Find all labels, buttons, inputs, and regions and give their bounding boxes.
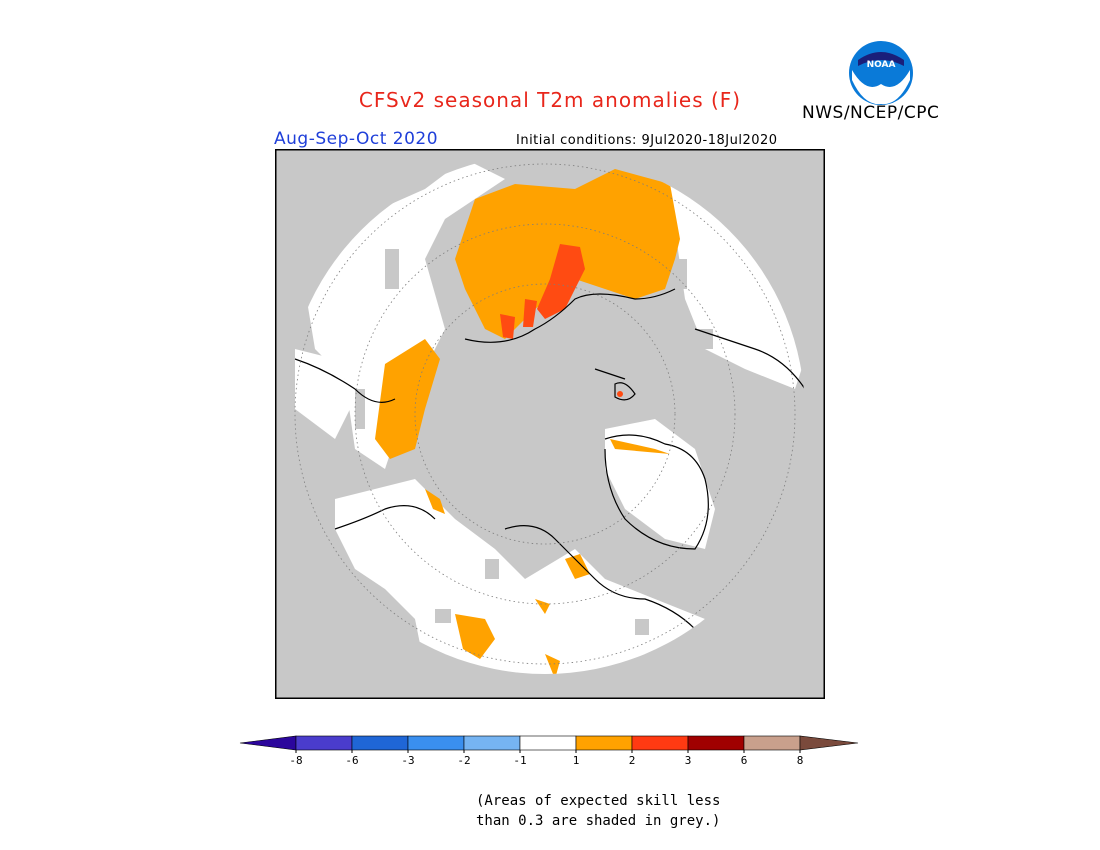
legend-tick-label: 8 — [797, 754, 804, 767]
logo-text: NOAA — [867, 60, 896, 70]
skill-note: (Areas of expected skill less than 0.3 a… — [476, 791, 720, 831]
legend-bin — [463, 735, 521, 751]
color-legend: -8 -6 -3 -2 -1 1 2 3 6 8 — [239, 735, 859, 767]
graticule — [294, 163, 796, 665]
legend-bin — [295, 735, 353, 751]
agency-label: NWS/NCEP/CPC — [802, 103, 940, 123]
skill-note-line-1: (Areas of expected skill less — [476, 793, 721, 809]
map-title: CFSv2 seasonal T2m anomalies (F) — [358, 88, 742, 112]
polar-projection-disc — [285, 154, 805, 674]
legend-bin — [687, 735, 745, 751]
forecast-period: Aug-Sep-Oct 2020 — [274, 129, 439, 149]
legend-bin — [743, 735, 801, 751]
legend-tick-label: -6 — [345, 754, 358, 767]
legend-tick-label: 3 — [685, 754, 692, 767]
forecast-map — [275, 149, 825, 699]
legend-tick-label: 2 — [629, 754, 636, 767]
legend-tick-label: -3 — [401, 754, 414, 767]
legend-bin — [575, 735, 633, 751]
initial-conditions: Initial conditions: 9Jul2020-18Jul2020 — [516, 133, 778, 148]
legend-tick-label: 1 — [573, 754, 580, 767]
legend-bin — [351, 735, 409, 751]
skill-note-line-2: than 0.3 are shaded in grey.) — [476, 813, 721, 829]
legend-bin — [631, 735, 689, 751]
low-skill-patches — [355, 249, 713, 635]
legend-bin — [519, 735, 577, 751]
legend-bin — [407, 735, 465, 751]
legend-bin — [799, 735, 859, 751]
noaa-logo-icon: NOAA — [849, 41, 913, 105]
warm-anomaly-2-to-3F — [500, 244, 623, 397]
legend-tick-label: -2 — [457, 754, 470, 767]
legend-bin — [239, 735, 297, 751]
legend-tick-label: 6 — [741, 754, 748, 767]
legend-tick-label: -8 — [289, 754, 302, 767]
legend-tick-label: -1 — [513, 754, 526, 767]
